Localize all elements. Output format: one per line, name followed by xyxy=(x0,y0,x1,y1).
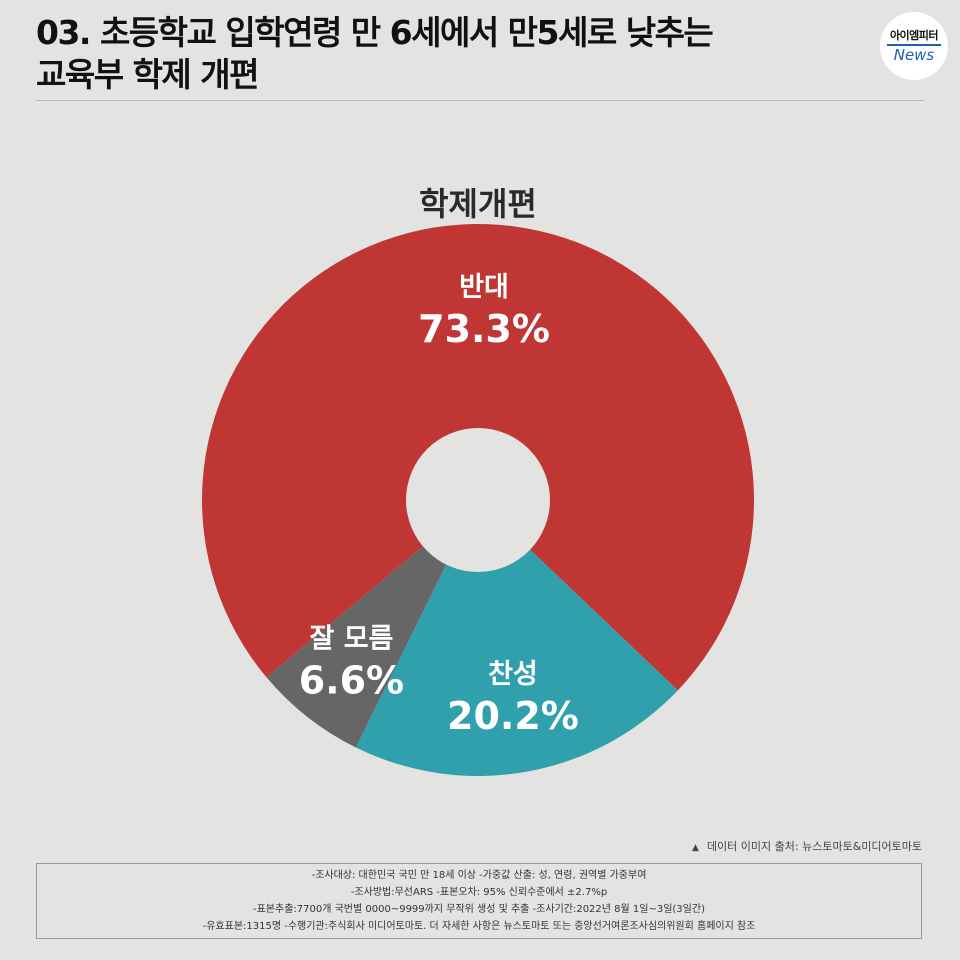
page-title-line1: 03. 초등학교 입학연령 만 6세에서 만5세로 낮추는 xyxy=(36,13,714,52)
survey-notes: -조사대상: 대한민국 국민 만 18세 이상 -가중값 산출: 성, 연령, … xyxy=(36,863,922,939)
page-title-line2: 교육부 학제 개편 xyxy=(36,55,260,94)
donut-hole xyxy=(406,428,550,572)
source-credit: ▲ 데이터 이미지 출처: 뉴스토마토&미디어토마토 xyxy=(692,838,922,854)
survey-note-line: -표본추출:7700개 국번별 0000~9999까지 무작위 생성 및 추출 … xyxy=(253,904,705,915)
slice-label: 반대 xyxy=(459,272,509,303)
page-header: 03. 초등학교 입학연령 만 6세에서 만5세로 낮추는 교육부 학제 개편 xyxy=(36,12,856,96)
source-text: 데이터 이미지 출처: 뉴스토마토&미디어토마토 xyxy=(706,840,922,853)
logo-divider xyxy=(887,43,941,46)
triangle-up-icon: ▲ xyxy=(692,843,699,853)
brand-logo: 아이엠피터 News xyxy=(880,12,948,80)
slice-value: 6.6% xyxy=(299,658,404,702)
pie-slice xyxy=(355,500,678,776)
survey-note-line: -조사방법:무선ARS -표본오차: 95% 신뢰수준에서 ±2.7%p xyxy=(350,887,608,898)
chart-area: 학제개편 반대 73.3% 찬성 20.2% 잘 모름 6.6% xyxy=(0,110,960,810)
slice-value: 20.2% xyxy=(447,694,579,738)
donut-chart: 학제개편 반대 73.3% 찬성 20.2% 잘 모름 6.6% xyxy=(202,185,755,776)
slice-value: 73.3% xyxy=(418,307,550,351)
survey-note-line: -유효표본:1315명 -수행기관:주식회사 미디어토마토. 더 자세한 사항은… xyxy=(202,921,756,932)
logo-top-text: 아이엠피터 xyxy=(889,28,939,42)
survey-note-line: -조사대상: 대한민국 국민 만 18세 이상 -가중값 산출: 성, 연령, … xyxy=(311,870,647,881)
slice-label: 잘 모름 xyxy=(309,623,393,654)
logo-bottom-text: News xyxy=(893,45,935,64)
chart-labels: 반대 73.3% 찬성 20.2% 잘 모름 6.6% xyxy=(299,272,579,738)
slice-label: 찬성 xyxy=(488,659,538,690)
chart-title: 학제개편 xyxy=(419,185,537,223)
pie-slice xyxy=(266,500,478,748)
header-divider xyxy=(36,100,924,101)
